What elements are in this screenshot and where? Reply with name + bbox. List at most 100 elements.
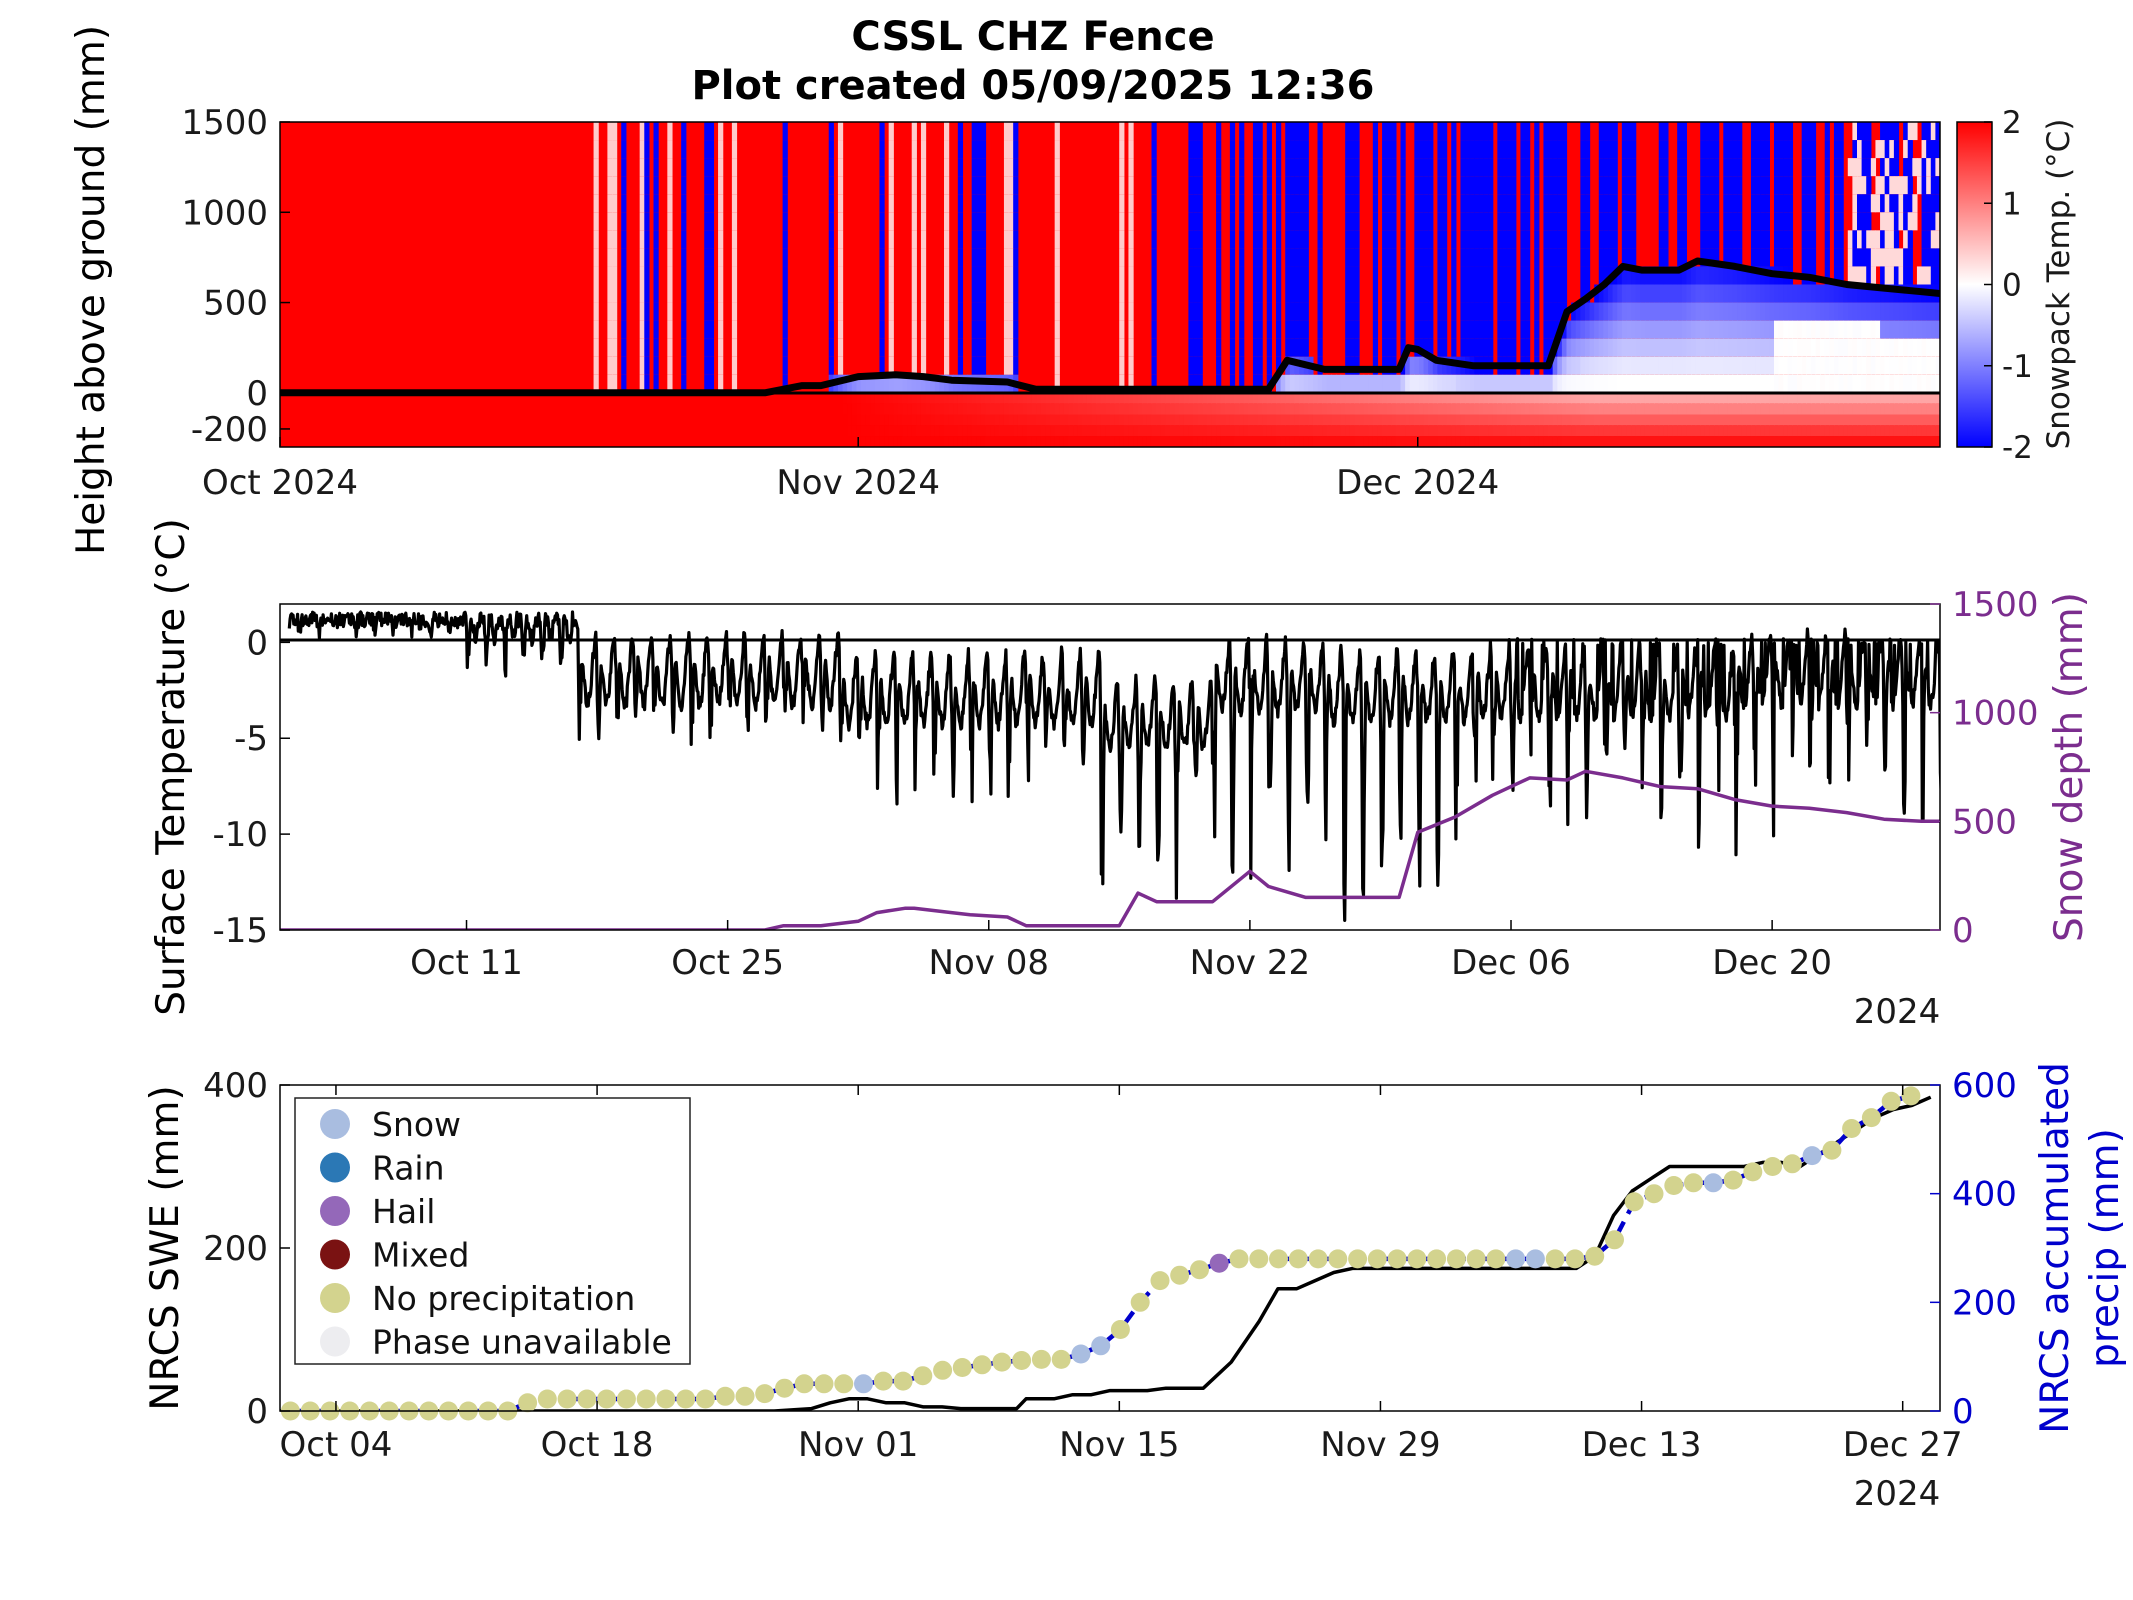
heatmap-cell [1566, 374, 1572, 393]
heatmap-cell [1169, 403, 1176, 415]
heatmap-cell [861, 403, 867, 415]
heatmap-cell [1100, 392, 1106, 404]
heatmap-cell [1580, 230, 1586, 249]
heatmap-cell [1515, 414, 1521, 426]
heatmap-cell [801, 425, 807, 437]
heatmap-cell [1750, 320, 1757, 339]
heatmap-cell [432, 425, 438, 437]
heatmap-cell [1119, 374, 1125, 393]
heatmap-cell [1414, 140, 1420, 159]
heatmap-cell [1216, 356, 1222, 375]
heatmap-cell [1294, 158, 1300, 177]
heatmap-cell [782, 374, 788, 393]
heatmap-cell [1257, 140, 1263, 159]
heatmap-cell [653, 338, 659, 357]
heatmap-cell [985, 403, 991, 415]
heatmap-cell [1750, 302, 1757, 321]
heatmap-cell [1497, 302, 1503, 321]
heatmap-cell [1252, 230, 1259, 249]
heatmap-cell [1838, 356, 1844, 375]
heatmap-cell [911, 436, 917, 447]
heatmap-cell [1783, 392, 1789, 404]
heatmap-cell [759, 414, 765, 426]
heatmap-cell [681, 122, 687, 141]
heatmap-cell [1926, 392, 1932, 404]
heatmap-cell [1474, 212, 1480, 231]
heatmap-cell [879, 122, 885, 141]
heatmap-cell [833, 425, 839, 437]
heatmap-cell [1239, 140, 1245, 159]
snow-depth-line [280, 769, 1940, 930]
heatmap-cell [1308, 392, 1314, 404]
heatmap-cell [635, 414, 641, 426]
heatmap-cell [469, 425, 475, 437]
heatmap-cell [321, 414, 327, 426]
heatmap-cell [920, 248, 927, 267]
heatmap-cell [1188, 425, 1194, 437]
heatmap-cell [1183, 425, 1189, 437]
heatmap-cell [492, 436, 498, 447]
heatmap-cell [1418, 356, 1425, 375]
heatmap-cell [1603, 392, 1609, 404]
heatmap-cell [1133, 436, 1139, 447]
heatmap-cell [828, 194, 834, 213]
heatmap-cell [736, 414, 742, 426]
heatmap-cell [1349, 403, 1355, 415]
heatmap-cell [1119, 194, 1125, 213]
heatmap-cell [1575, 356, 1581, 375]
heatmap-cell [1852, 284, 1858, 303]
heatmap-cell [1248, 436, 1254, 447]
heatmap-cell [1893, 176, 1900, 195]
heatmap-cell [1787, 284, 1794, 303]
heatmap-cell [1926, 436, 1932, 447]
heatmap-cell [1631, 140, 1637, 159]
heatmap-cell [1276, 212, 1282, 231]
heatmap-cell [1608, 320, 1614, 339]
heatmap-cell [1750, 392, 1757, 404]
heatmap-cell [1608, 392, 1614, 404]
heatmap-cell [298, 414, 304, 426]
heatmap-cell [1400, 158, 1406, 177]
heatmap-cell [1105, 425, 1111, 437]
heatmap-cell [1317, 302, 1323, 321]
heatmap-cell [1451, 248, 1457, 267]
heatmap-cell [731, 425, 738, 437]
heatmap-cell [1105, 392, 1111, 404]
heatmap-cell [1460, 266, 1466, 285]
heatmap-cell [874, 414, 881, 426]
heatmap-cell [326, 414, 332, 426]
heatmap-cell [957, 302, 964, 321]
heatmap-cell [1760, 392, 1766, 404]
heatmap-cell [1308, 374, 1314, 393]
heatmap-cell [1234, 425, 1240, 437]
heatmap-cell [1239, 122, 1245, 141]
heatmap-cell [1612, 140, 1618, 159]
heatmap-cell [1469, 194, 1475, 213]
heatmap-cell [1792, 403, 1798, 415]
heatmap-cell [1045, 425, 1051, 437]
heatmap-cell [1672, 284, 1678, 303]
heatmap-cell [778, 436, 784, 447]
heatmap-cell [1847, 338, 1853, 357]
heatmap-cell [1077, 425, 1083, 437]
heatmap-cell [436, 436, 442, 447]
heatmap-cell [1022, 392, 1028, 404]
heatmap-cell [1792, 436, 1798, 447]
heatmap-cell [1806, 392, 1812, 404]
heatmap-cell [1806, 403, 1812, 415]
heatmap-cell [1644, 374, 1651, 393]
heatmap-cell [644, 158, 650, 177]
heatmap-cell [787, 414, 793, 426]
heatmap-cell [1197, 302, 1203, 321]
heatmap-cell [1709, 122, 1715, 141]
heatmap-cell [1806, 284, 1812, 303]
heatmap-cell [1465, 302, 1471, 321]
heatmap-cell [911, 320, 917, 339]
heatmap-cell [1382, 374, 1388, 393]
heatmap-cell [930, 403, 936, 415]
heatmap-cell [1345, 425, 1351, 437]
heatmap-cell [1469, 338, 1475, 357]
heatmap-cell [1866, 403, 1872, 415]
heatmap-cell [1644, 436, 1651, 447]
heatmap-cell [579, 436, 585, 447]
